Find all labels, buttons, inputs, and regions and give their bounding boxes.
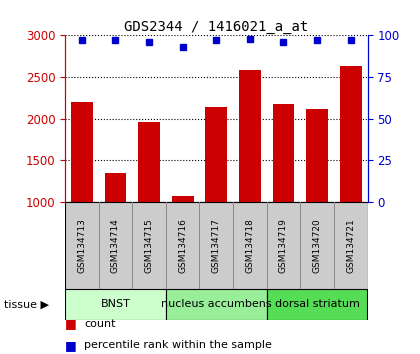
Text: GSM134720: GSM134720 [312,218,322,273]
Text: nucleus accumbens: nucleus accumbens [161,299,272,309]
Bar [239,70,261,202]
Text: percentile rank within the sample: percentile rank within the sample [84,340,272,350]
Bar [340,66,362,202]
Bar [71,102,93,202]
Bar [166,289,267,320]
Text: BNST: BNST [100,299,131,309]
Text: ■: ■ [65,339,81,352]
Text: GSM134715: GSM134715 [144,218,154,273]
Bar [105,173,126,202]
Bar [65,289,166,320]
Text: GSM134718: GSM134718 [245,218,255,273]
Text: ■: ■ [65,318,81,330]
Bar [138,122,160,202]
Text: GSM134713: GSM134713 [77,218,87,273]
Text: GSM134721: GSM134721 [346,218,355,273]
Text: tissue ▶: tissue ▶ [4,299,49,309]
Text: GSM134717: GSM134717 [212,218,221,273]
Bar [172,195,194,202]
Title: GDS2344 / 1416021_a_at: GDS2344 / 1416021_a_at [124,21,308,34]
Bar [267,289,368,320]
Bar [306,109,328,202]
Text: count: count [84,319,116,329]
Text: GSM134719: GSM134719 [279,218,288,273]
Bar [273,104,294,202]
Text: GSM134716: GSM134716 [178,218,187,273]
Text: GSM134714: GSM134714 [111,218,120,273]
Bar [205,107,227,202]
Text: dorsal striatum: dorsal striatum [275,299,360,309]
